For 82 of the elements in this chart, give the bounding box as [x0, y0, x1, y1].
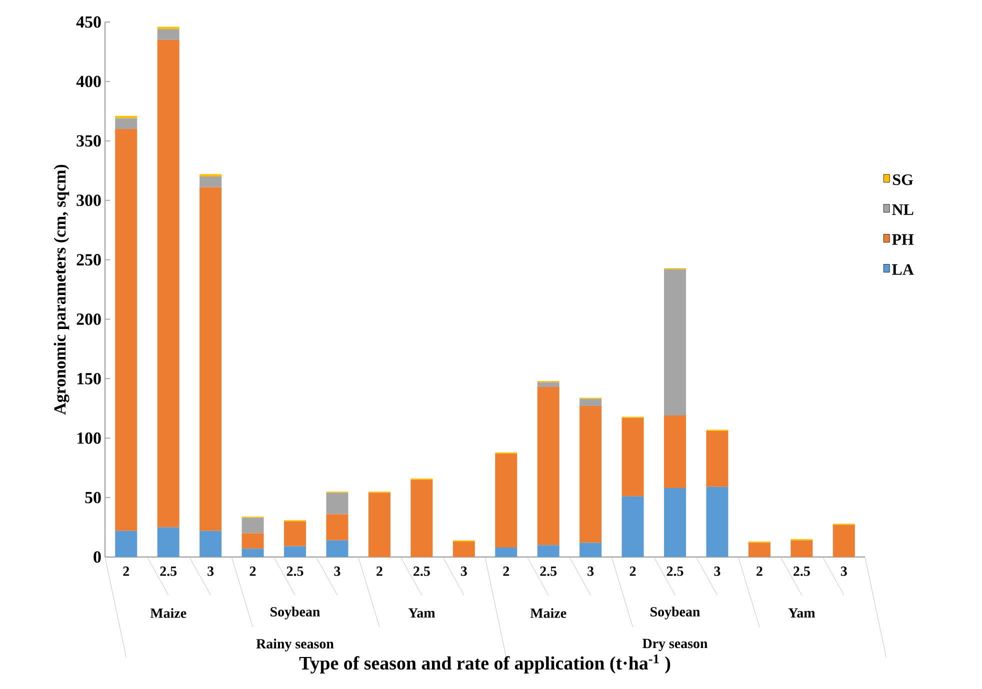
- bar: [537, 386, 560, 546]
- bar: [284, 521, 306, 546]
- bar: [706, 430, 728, 487]
- bar: [115, 128, 138, 531]
- y-tick-label: 350: [76, 135, 101, 147]
- legend-label: LA: [892, 264, 914, 275]
- x-tick-label: 2.5: [414, 566, 430, 576]
- bar: [622, 496, 644, 557]
- x-tick-label: 2.5: [794, 566, 810, 576]
- bar: [452, 542, 475, 557]
- bar: [664, 269, 686, 416]
- text: Yam: [408, 608, 436, 618]
- y-tick-label: 100: [77, 432, 101, 444]
- x-tick-label: 2: [376, 566, 382, 576]
- y-tick-label: 200: [76, 314, 101, 325]
- text: Soybean: [270, 606, 320, 620]
- bar: [580, 542, 602, 557]
- bar: [200, 530, 222, 557]
- x-tick-label: 2.5: [666, 566, 684, 576]
- x-tick-label: 3: [840, 566, 847, 576]
- bar: [200, 176, 222, 188]
- x-tick-label: 3: [588, 566, 594, 576]
- bar: [368, 492, 390, 557]
- bar: [115, 118, 138, 129]
- y-tick-label: 400: [76, 76, 101, 88]
- bar: [410, 480, 433, 557]
- bar: [157, 29, 180, 40]
- bar: [326, 492, 348, 514]
- legend-label: NL: [892, 204, 914, 215]
- text: Rainy season: [256, 638, 334, 652]
- x-tick-label: 2.5: [540, 566, 557, 576]
- bar: [495, 547, 518, 557]
- x-tick-label: 2: [630, 566, 636, 576]
- x-tick-label: 3: [334, 566, 340, 576]
- bar: [622, 418, 644, 496]
- text: Dry season: [642, 638, 708, 652]
- bar: [664, 488, 686, 557]
- bar: [748, 542, 770, 557]
- y-tick-label: 0: [94, 551, 101, 563]
- bar: [706, 486, 728, 557]
- bar: [790, 540, 813, 557]
- x-tick-label: 3: [714, 566, 720, 576]
- bar: [242, 533, 264, 549]
- bar: [832, 524, 855, 557]
- y-tick-label: 450: [76, 16, 101, 28]
- bar: [537, 545, 560, 557]
- x-axis-title: Type of season and rate of application (t·ha$^{-1}$ ): [299, 654, 670, 674]
- bar: [115, 530, 138, 557]
- x-tick-label: 2: [250, 566, 256, 576]
- text: Maize: [530, 608, 566, 618]
- y-tick-label: 150: [77, 372, 101, 384]
- bar: [495, 454, 518, 548]
- bar: [115, 116, 138, 118]
- text: Yam: [788, 608, 816, 618]
- text: Soybean: [650, 606, 700, 620]
- x-tick-label: 3: [208, 566, 214, 576]
- y-tick-label: 300: [76, 194, 101, 206]
- x-tick-label: 2: [123, 566, 129, 576]
- bar: [242, 548, 264, 557]
- bar: [242, 518, 264, 534]
- legend-label: SG: [893, 174, 914, 186]
- bar: [537, 382, 560, 387]
- bar: [326, 540, 348, 557]
- bar: [157, 40, 180, 528]
- bar: [326, 514, 348, 540]
- x-tick-label: 2: [756, 566, 762, 576]
- x-tick-label: 3: [460, 566, 467, 576]
- bar: [580, 406, 602, 543]
- x-tick-label: 2.5: [160, 566, 177, 576]
- y-axis-title: Agronomic parameters (cm, sqcm): [54, 164, 70, 415]
- y-tick-label: 50: [85, 492, 101, 504]
- y-tick-label: 250: [76, 254, 101, 266]
- x-tick-label: 2: [503, 566, 510, 576]
- legend-label: PH: [892, 234, 914, 245]
- bar: [157, 527, 180, 557]
- bar: [200, 174, 222, 177]
- bar: [200, 187, 222, 531]
- x-tick-label: 2.5: [286, 566, 304, 576]
- bar: [580, 398, 602, 406]
- bar: [284, 546, 306, 557]
- bar: [664, 416, 686, 488]
- text: Maize: [150, 608, 186, 618]
